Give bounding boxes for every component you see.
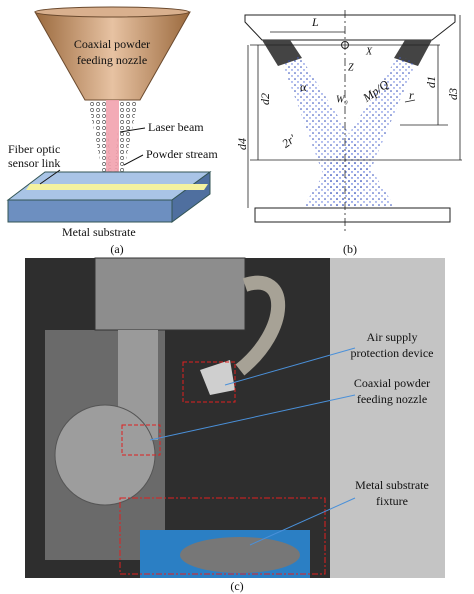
label: L — [311, 15, 319, 29]
photo-head — [94, 257, 246, 331]
label: W₀ — [336, 94, 348, 105]
label: Powder stream — [146, 147, 218, 161]
label: Coaxial powder — [354, 376, 430, 390]
caption: (b) — [343, 242, 357, 256]
nozzle-top — [34, 6, 190, 18]
label: protection device — [351, 346, 434, 360]
label: α — [300, 80, 307, 94]
photo-air-device — [200, 360, 235, 395]
panel-a: Coaxial powder feeding nozzle Laser beam… — [6, 6, 218, 256]
label: Metal substrate — [355, 478, 429, 492]
label: Z — [348, 62, 354, 73]
label: feeding nozzle — [357, 392, 427, 406]
nozzle-body — [244, 14, 456, 41]
leader — [39, 169, 61, 185]
highlight-box — [121, 424, 161, 456]
label: X — [365, 46, 373, 57]
label: Metal substrate — [62, 225, 136, 239]
leader — [119, 127, 146, 133]
label: sensor link — [8, 156, 60, 170]
substrate-front — [7, 199, 173, 223]
dim-line — [404, 99, 416, 103]
label: 2r' — [279, 131, 298, 150]
panel-b: L X Z α W₀ Mp/Q r 2r' d2 d4 d1 d3 (b) — [235, 10, 462, 256]
stream-right — [303, 56, 416, 207]
laser-beam — [106, 100, 119, 182]
label: Coaxial powder — [74, 37, 150, 51]
label: d1 — [424, 76, 438, 88]
label: feeding nozzle — [77, 53, 147, 67]
leader — [123, 154, 144, 166]
leader — [249, 497, 356, 546]
highlight-box — [119, 497, 326, 575]
label: r — [409, 88, 414, 102]
photo-chuck — [180, 537, 300, 573]
caption: (c) — [230, 579, 243, 593]
caption: (a) — [110, 242, 123, 256]
label: d2 — [258, 93, 272, 105]
photo-wall — [330, 258, 445, 578]
label: Air supply — [367, 330, 418, 344]
panel-c: Air supply protection device Coaxial pow… — [25, 257, 445, 593]
powder-right — [114, 100, 138, 180]
label: Laser beam — [148, 120, 204, 134]
label: d3 — [446, 88, 460, 100]
substrate — [254, 207, 451, 223]
photo-hose — [235, 275, 286, 376]
leader — [149, 394, 356, 441]
sensor-fiber — [26, 184, 208, 190]
leader — [224, 347, 356, 386]
label: d4 — [235, 138, 249, 150]
label: fixture — [376, 494, 408, 508]
label: Fiber optic — [8, 142, 60, 156]
